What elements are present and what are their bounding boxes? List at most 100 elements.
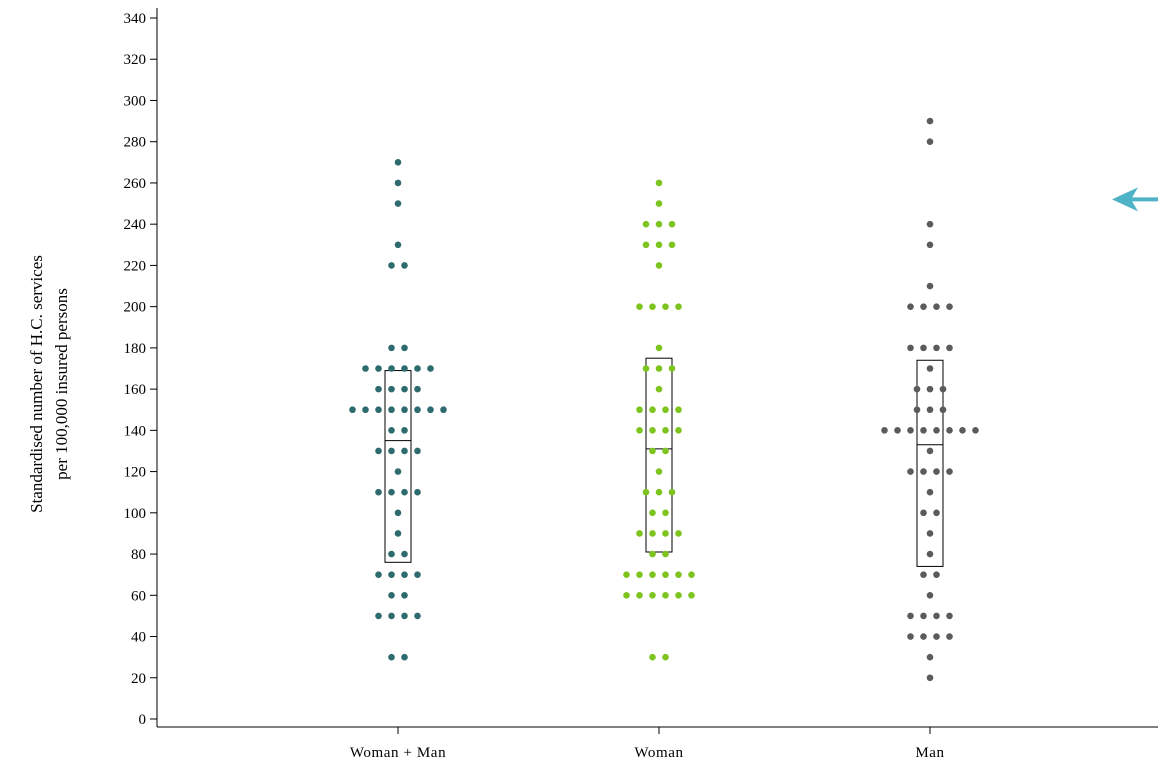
data-point — [675, 591, 682, 599]
x-tick-label: Woman + Man — [350, 745, 446, 761]
data-point — [375, 385, 382, 393]
y-axis: 0 20 40 60 80 100 120 140 160 180 200 220 240 260 280 3… — [124, 11, 157, 728]
data-point — [414, 385, 421, 393]
y-tick-label: 60 — [131, 588, 146, 604]
data-point — [414, 447, 421, 455]
data-point — [375, 571, 382, 578]
data-point — [636, 530, 643, 537]
x-tick-label: Man — [915, 745, 944, 761]
data-point — [401, 653, 408, 661]
data-point — [401, 427, 408, 434]
data-point — [362, 365, 369, 372]
data-point — [926, 385, 934, 393]
data-point — [394, 509, 402, 517]
data-point — [926, 447, 934, 455]
data-point — [636, 303, 643, 310]
data-point — [649, 406, 656, 414]
data-point — [926, 591, 934, 599]
data-point — [662, 530, 669, 537]
data-point — [649, 550, 656, 558]
data-point — [662, 303, 669, 310]
data-point — [388, 550, 395, 558]
data-point — [655, 179, 663, 187]
data-point — [920, 303, 927, 310]
data-point — [375, 447, 382, 455]
data-point — [642, 365, 650, 372]
data-point — [388, 571, 395, 578]
data-point — [401, 550, 408, 558]
data-point — [388, 591, 395, 599]
data-point — [649, 509, 656, 517]
y-tick-label: 240 — [124, 217, 147, 233]
data-point — [394, 241, 402, 249]
data-point — [649, 303, 656, 310]
data-point — [920, 427, 927, 434]
data-point — [920, 633, 927, 640]
data-point — [926, 282, 934, 290]
data-point — [655, 468, 663, 475]
data-point — [662, 406, 669, 414]
data-point — [636, 591, 643, 599]
y-tick-label: 0 — [139, 712, 147, 728]
data-point — [675, 530, 682, 537]
data-point — [662, 447, 669, 455]
data-point — [926, 220, 934, 228]
data-point — [933, 344, 940, 352]
data-point — [388, 427, 395, 434]
data-point — [375, 612, 382, 620]
data-point — [655, 385, 663, 393]
x-axis: Woman + Man Woman Man — [350, 727, 944, 761]
data-point — [401, 447, 408, 455]
data-point — [920, 571, 927, 578]
data-point — [388, 262, 395, 269]
data-point — [920, 468, 927, 475]
y-tick-label: 180 — [124, 341, 147, 357]
data-point — [907, 468, 914, 475]
y-tick-label: 160 — [124, 382, 147, 398]
data-point — [636, 427, 643, 434]
data-point — [688, 571, 695, 578]
data-point — [926, 653, 934, 661]
y-tick-label: 200 — [124, 300, 147, 316]
data-point — [394, 200, 402, 207]
data-point — [655, 262, 663, 269]
data-point — [933, 427, 940, 434]
data-point — [972, 427, 979, 434]
box-plots — [384, 357, 944, 567]
data-point — [939, 406, 947, 414]
data-point — [675, 427, 682, 434]
data-point — [649, 530, 656, 537]
data-point — [401, 344, 408, 352]
data-point — [668, 488, 676, 496]
data-point — [401, 365, 408, 372]
data-point — [649, 427, 656, 434]
data-point — [946, 427, 953, 434]
data-point — [642, 220, 650, 228]
y-tick-label: 320 — [124, 52, 147, 68]
y-tick-label: 260 — [124, 176, 147, 192]
data-point — [675, 571, 682, 578]
data-point — [394, 530, 402, 537]
data-point — [933, 571, 940, 578]
data-point — [649, 591, 656, 599]
y-tick-label: 280 — [124, 135, 147, 151]
data-point — [642, 488, 650, 496]
data-point — [907, 303, 914, 310]
data-point — [401, 385, 408, 393]
data-point — [920, 344, 927, 352]
data-point — [920, 509, 927, 517]
box-iqr — [916, 359, 944, 567]
y-tick-label: 300 — [124, 93, 147, 109]
x-tick-label: Woman — [634, 745, 683, 761]
y-tick-label: 40 — [131, 630, 146, 646]
data-point — [388, 365, 395, 372]
data-point — [394, 179, 402, 187]
data-point — [675, 406, 682, 414]
y-tick-label: 220 — [124, 258, 147, 274]
y-tick-label: 340 — [124, 11, 147, 27]
data-point — [926, 365, 934, 372]
data-point — [427, 406, 434, 414]
data-point — [642, 241, 650, 249]
data-point — [881, 427, 888, 434]
